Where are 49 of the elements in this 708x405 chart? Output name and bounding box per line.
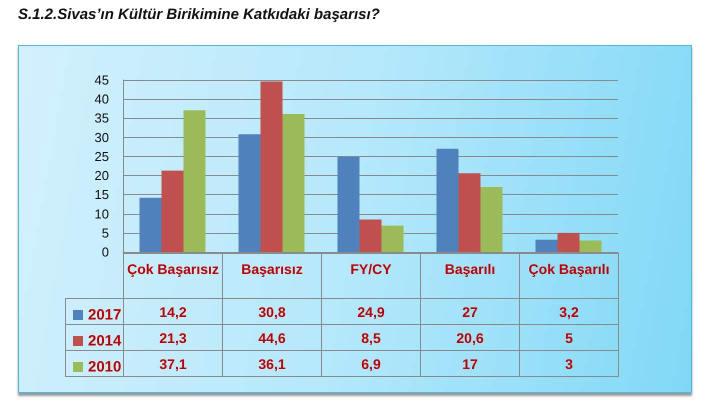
data-label: 3 [520,350,618,376]
x-tick-label: Çok Başarılı [520,254,618,298]
data-label: 37,1 [124,350,222,376]
y-tick-label: 20 [94,168,109,184]
bar [536,240,558,252]
x-tick-label: Çok Başarısız [124,254,222,298]
bar [360,220,382,252]
data-label: 44,6 [222,324,322,350]
y-tick-label: 5 [102,225,109,240]
data-label: 24,9 [322,298,420,324]
chart-title: S.1.2.Sivas’ın Kültür Birikimine Katkıdaki başarısı? [18,6,380,23]
y-tick-label: 45 [94,72,109,88]
bar [238,134,260,252]
data-label: 8,5 [322,324,420,350]
bar [260,82,282,252]
data-label: 30,8 [222,298,322,324]
bar [282,114,304,252]
bar [580,240,602,252]
bar [382,226,404,252]
data-label: 36,1 [222,350,322,376]
y-tick-label: 15 [94,187,109,202]
data-label: 5 [520,324,618,350]
bar [338,156,360,252]
y-tick-label: 0 [102,244,109,260]
data-label: 14,2 [124,298,222,324]
y-tick-label: 35 [94,110,109,126]
data-label: 20,6 [420,324,520,350]
x-tick-label: Başarılı [420,254,520,298]
x-tick-label: FY/CY [322,254,420,298]
data-label: 17 [420,350,520,376]
data-label: 6,9 [322,350,420,376]
bar [140,198,162,252]
data-label: 3,2 [520,298,618,324]
bar [436,148,458,252]
x-tick-label: Başarısız [222,254,322,298]
bar [162,170,184,252]
bar [458,173,480,252]
bar [480,187,502,252]
legend-label: 2014 [88,332,122,350]
y-tick-label: 30 [94,130,109,145]
data-label: 21,3 [124,324,222,350]
legend-label: 2017 [88,306,122,324]
y-tick-label: 10 [94,206,109,222]
bar [184,110,206,252]
y-tick-label: 25 [94,148,109,164]
y-tick-label: 40 [94,92,109,107]
data-label: 27 [420,298,520,324]
bar [558,232,580,252]
legend-label: 2010 [88,358,122,376]
